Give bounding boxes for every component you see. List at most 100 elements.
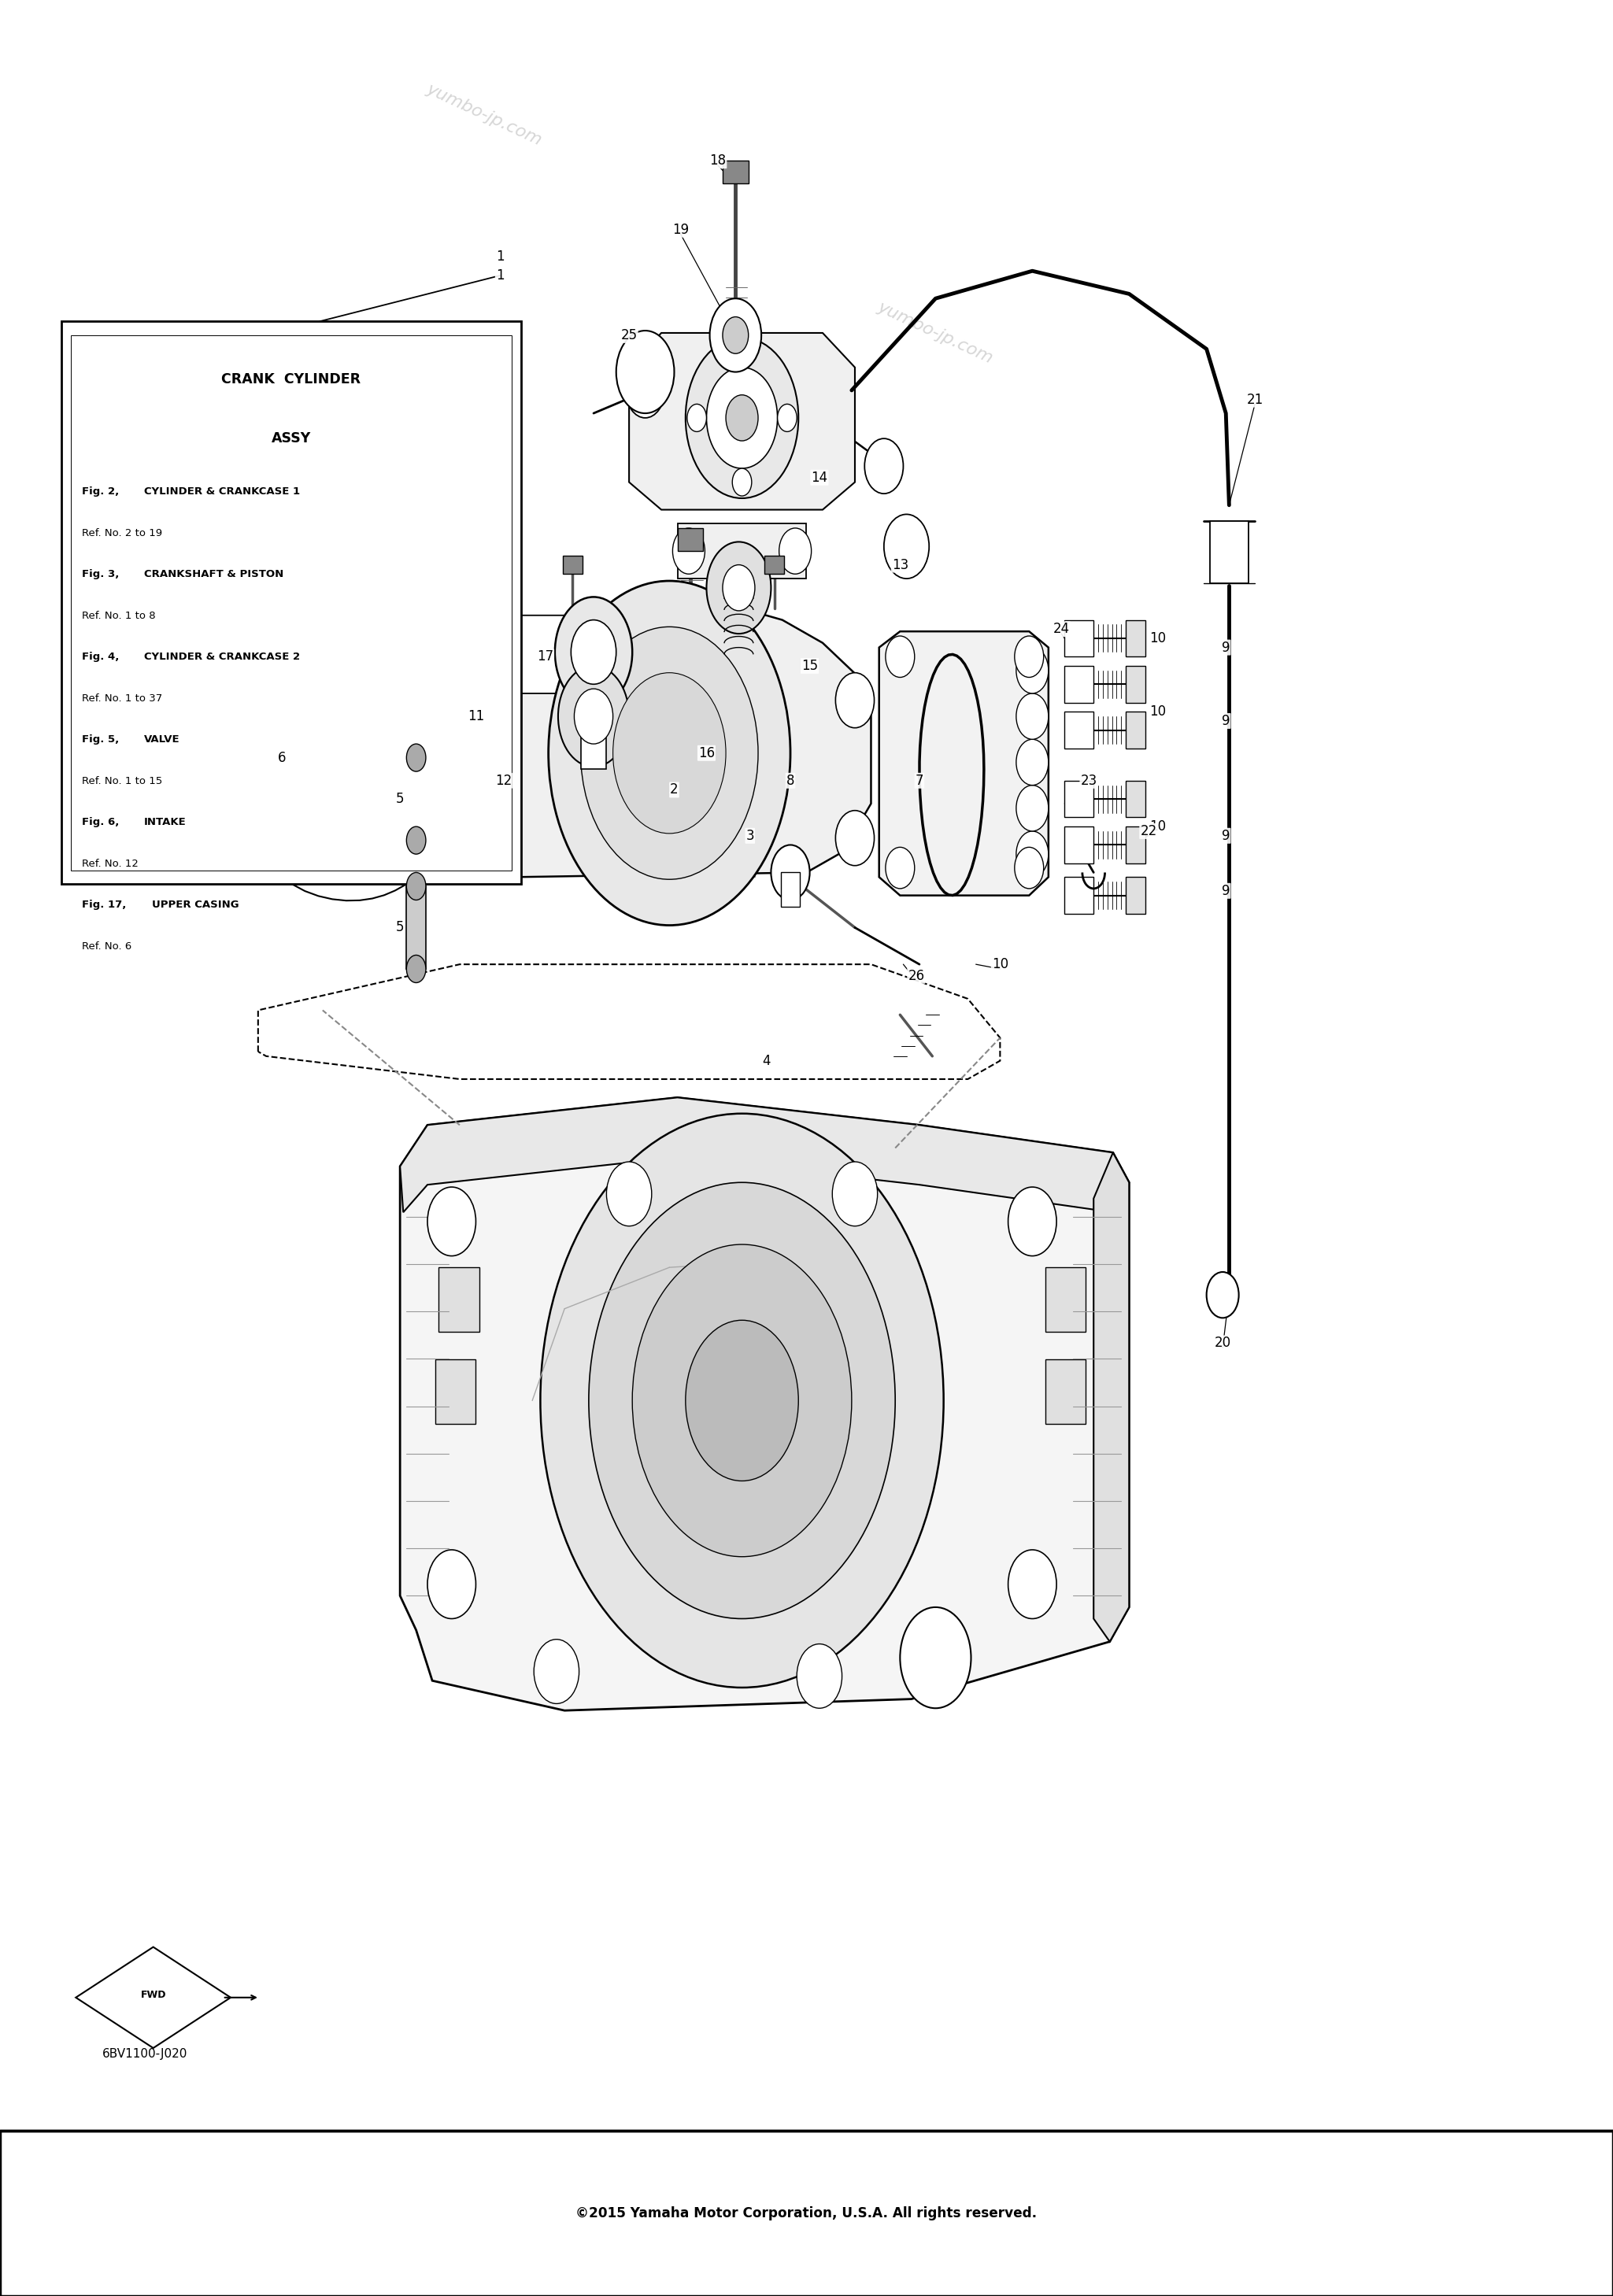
Circle shape — [687, 404, 706, 432]
Text: CYLINDER & CRANKCASE 1: CYLINDER & CRANKCASE 1 — [144, 487, 300, 496]
Text: ASSY: ASSY — [271, 432, 311, 445]
Circle shape — [406, 827, 426, 854]
Circle shape — [632, 1244, 852, 1557]
Polygon shape — [1126, 827, 1145, 863]
Bar — [439, 1267, 479, 1332]
Polygon shape — [629, 333, 855, 510]
Text: INTAKE: INTAKE — [144, 817, 187, 827]
Text: Ref. No. 1 to 8: Ref. No. 1 to 8 — [82, 611, 156, 620]
Polygon shape — [400, 1097, 1129, 1711]
Circle shape — [726, 395, 758, 441]
Circle shape — [686, 1320, 798, 1481]
Text: Fig. 2,: Fig. 2, — [82, 487, 123, 496]
Circle shape — [626, 363, 665, 418]
Text: Fig. 17,: Fig. 17, — [82, 900, 131, 909]
Circle shape — [315, 712, 395, 827]
Circle shape — [706, 367, 777, 468]
Circle shape — [548, 581, 790, 925]
Text: CRANK  CYLINDER: CRANK CYLINDER — [221, 372, 361, 386]
Circle shape — [1016, 785, 1048, 831]
Polygon shape — [1126, 781, 1145, 817]
Text: 15: 15 — [802, 659, 818, 673]
Text: 17: 17 — [537, 650, 553, 664]
Bar — [781, 872, 800, 907]
Text: 6: 6 — [277, 751, 287, 765]
Polygon shape — [1210, 521, 1248, 583]
Circle shape — [1008, 1187, 1057, 1256]
Text: Ref. No. 1 to 15: Ref. No. 1 to 15 — [82, 776, 163, 785]
Text: 3: 3 — [745, 829, 755, 843]
Circle shape — [797, 1644, 842, 1708]
Bar — [1045, 1359, 1086, 1424]
Circle shape — [732, 468, 752, 496]
Text: 5: 5 — [395, 921, 405, 934]
Circle shape — [710, 298, 761, 372]
Circle shape — [427, 1187, 476, 1256]
Text: UPPER CASING: UPPER CASING — [152, 900, 239, 909]
Circle shape — [723, 317, 748, 354]
Bar — [406, 758, 426, 840]
Text: ©2015 Yamaha Motor Corporation, U.S.A. All rights reserved.: ©2015 Yamaha Motor Corporation, U.S.A. A… — [576, 2206, 1037, 2220]
Bar — [723, 161, 748, 184]
Text: 10: 10 — [1150, 705, 1166, 719]
Circle shape — [706, 542, 771, 634]
Text: Ref. No. 6: Ref. No. 6 — [82, 941, 132, 951]
Text: 10: 10 — [1150, 631, 1166, 645]
Circle shape — [574, 689, 613, 744]
Text: Ref. No. 2 to 19: Ref. No. 2 to 19 — [82, 528, 163, 537]
Polygon shape — [1065, 781, 1094, 817]
Text: 7: 7 — [915, 774, 924, 788]
Bar — [765, 556, 784, 574]
Polygon shape — [400, 1097, 1129, 1212]
Text: 18: 18 — [710, 154, 726, 168]
Circle shape — [884, 514, 929, 579]
Text: 1: 1 — [495, 250, 505, 264]
Circle shape — [836, 673, 874, 728]
Polygon shape — [1065, 827, 1094, 863]
Text: Fig. 6,: Fig. 6, — [82, 817, 123, 827]
Text: 9: 9 — [1221, 714, 1231, 728]
Circle shape — [555, 597, 632, 707]
Polygon shape — [677, 523, 806, 579]
Polygon shape — [460, 606, 871, 877]
Circle shape — [571, 620, 616, 684]
Text: 5: 5 — [395, 792, 405, 806]
Polygon shape — [519, 615, 581, 693]
Text: Fig. 4,: Fig. 4, — [82, 652, 123, 661]
Bar — [436, 1359, 476, 1424]
Circle shape — [581, 627, 758, 879]
Circle shape — [406, 955, 426, 983]
Circle shape — [589, 1182, 895, 1619]
Polygon shape — [1126, 620, 1145, 657]
Text: 23: 23 — [1081, 774, 1097, 788]
Text: CYLINDER & CRANKCASE 2: CYLINDER & CRANKCASE 2 — [144, 652, 300, 661]
Circle shape — [616, 331, 674, 413]
Text: yumbo-jp.com: yumbo-jp.com — [940, 1366, 1060, 1435]
Bar — [1045, 1267, 1086, 1332]
Circle shape — [456, 673, 495, 728]
Text: 26: 26 — [908, 969, 924, 983]
Circle shape — [406, 872, 426, 900]
Text: Fig. 3,: Fig. 3, — [82, 569, 123, 579]
Text: 13: 13 — [892, 558, 908, 572]
Text: 21: 21 — [1247, 393, 1263, 406]
Text: 6BV1100-J020: 6BV1100-J020 — [103, 2048, 187, 2060]
Circle shape — [406, 744, 426, 771]
Text: 19: 19 — [673, 223, 689, 236]
Bar — [406, 886, 426, 969]
Text: 9: 9 — [1221, 641, 1231, 654]
Text: VALVE: VALVE — [144, 735, 181, 744]
Bar — [563, 556, 582, 574]
Text: 12: 12 — [495, 774, 511, 788]
Bar — [581, 723, 606, 769]
Circle shape — [723, 565, 755, 611]
Bar — [677, 528, 703, 551]
Polygon shape — [879, 631, 1048, 895]
Text: 11: 11 — [468, 709, 484, 723]
Text: FWD: FWD — [140, 1991, 166, 2000]
Circle shape — [540, 1114, 944, 1688]
Circle shape — [1016, 693, 1048, 739]
Circle shape — [686, 338, 798, 498]
Circle shape — [886, 847, 915, 889]
Text: 10: 10 — [1150, 820, 1166, 833]
